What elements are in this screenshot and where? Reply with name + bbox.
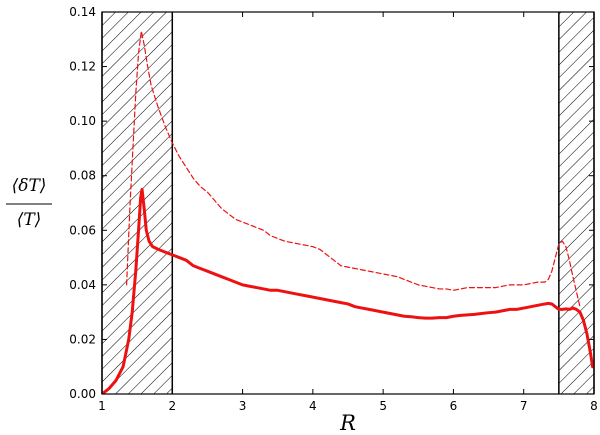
axis-ticks bbox=[101, 11, 595, 395]
x-tick-label: 7 bbox=[520, 399, 528, 413]
y-tick-label: 0.08 bbox=[69, 169, 96, 183]
y-tick-label: 0.06 bbox=[69, 223, 96, 237]
plot-frame bbox=[101, 11, 595, 395]
y-tick-label: 0.14 bbox=[69, 5, 96, 19]
y-tick-label: 0.10 bbox=[69, 114, 96, 128]
x-tick-label: 1 bbox=[98, 399, 106, 413]
y-tick-label: 0.04 bbox=[69, 278, 96, 292]
y-axis-label: ⟨δT⟩ ⟨T⟩ bbox=[6, 176, 52, 230]
hatched-region-2 bbox=[558, 12, 594, 394]
y-tick-label: 0.12 bbox=[69, 60, 96, 74]
x-axis-label: R bbox=[339, 411, 356, 435]
shaded-regions bbox=[101, 12, 595, 394]
y-axis-label-denominator: ⟨T⟩ bbox=[17, 210, 42, 230]
x-tick-labels: 1 2 3 4 5 6 7 8 bbox=[98, 399, 598, 413]
y-tick-label: 0.02 bbox=[69, 332, 96, 346]
x-tick-label: 8 bbox=[590, 399, 598, 413]
y-axis-label-numerator: ⟨δT⟩ bbox=[12, 176, 47, 196]
series-layer bbox=[102, 30, 594, 394]
x-tick-label: 4 bbox=[309, 399, 317, 413]
y-tick-labels: 0.00 0.02 0.04 0.06 0.08 0.10 0.12 0.14 bbox=[69, 5, 96, 401]
x-tick-label: 2 bbox=[168, 399, 176, 413]
x-tick-label: 3 bbox=[239, 399, 247, 413]
solid-series-line bbox=[102, 187, 594, 394]
x-tick-label: 5 bbox=[379, 399, 387, 413]
y-tick-label: 0.00 bbox=[69, 387, 96, 401]
x-tick-label: 6 bbox=[450, 399, 458, 413]
dashed-series-line bbox=[126, 30, 581, 308]
